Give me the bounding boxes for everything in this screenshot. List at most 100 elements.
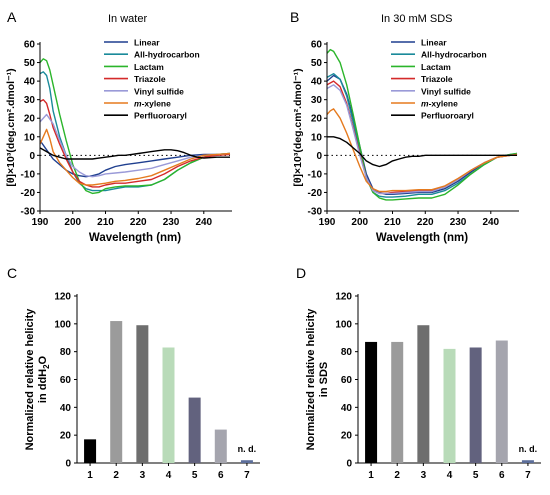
bar-d-4 bbox=[443, 348, 456, 463]
x-tick-label-d-7: 7 bbox=[525, 470, 531, 481]
x-axis-label-b: Wavelength (nm) bbox=[376, 232, 468, 244]
bar-d-6 bbox=[495, 340, 508, 463]
x-tick-label-c-6: 6 bbox=[218, 470, 224, 481]
y-tick-label-a: 60 bbox=[24, 40, 36, 51]
y-tick-label-a: -20 bbox=[21, 188, 36, 199]
bar-d-7 bbox=[521, 460, 534, 463]
y-tick-label-a: 40 bbox=[24, 77, 36, 88]
y-tick-label-b: 30 bbox=[311, 95, 323, 106]
bar-c-3 bbox=[136, 325, 149, 463]
bar-d-2 bbox=[391, 341, 404, 463]
legend-label-a-5: m-xylene bbox=[134, 99, 171, 109]
series-line-a-4 bbox=[39, 113, 231, 178]
annotation-nd-c: n. d. bbox=[238, 444, 257, 454]
y-tick-label-a: 30 bbox=[24, 95, 36, 106]
legend-label-b-6: Perfluoroaryl bbox=[421, 111, 474, 121]
y-tick-label-b: 60 bbox=[311, 40, 323, 51]
series-line-a-5 bbox=[39, 128, 231, 186]
cd-spectrum-a: -30 -20 -10 0 10 20 30 40 50 60 190 200 210 220 230 240… bbox=[5, 38, 232, 244]
x-tick-label-b: 230 bbox=[450, 217, 467, 228]
y-axis-label-c: Normalized relative helicity bbox=[24, 308, 36, 451]
legend-label-b-1: All-hydrocarbon bbox=[421, 50, 487, 60]
x-tick-label-b: 220 bbox=[417, 217, 434, 228]
y-tick-label-b: 50 bbox=[311, 58, 323, 69]
y-axis-label-line2-c: in ddH2O bbox=[37, 355, 51, 403]
y-tick-label-d: 40 bbox=[341, 403, 353, 414]
y-tick-label-d: 80 bbox=[341, 347, 353, 358]
bar-chart-c: 0 20 40 60 80 100 120 1 2 3 4 5 6 7 n. d. Normalized re… bbox=[24, 292, 260, 481]
series-line-a-6 bbox=[39, 147, 230, 160]
panel-letter-b: B bbox=[290, 9, 299, 25]
bar-c-1 bbox=[84, 439, 97, 463]
y-tick-label-c: 80 bbox=[60, 347, 72, 358]
x-tick-label-c-1: 1 bbox=[87, 470, 93, 481]
legend-label-b-0: Linear bbox=[421, 38, 447, 48]
legend-label-a-3: Triazole bbox=[134, 74, 166, 84]
y-tick-label-a: 20 bbox=[24, 114, 36, 125]
x-tick-label-d-3: 3 bbox=[421, 470, 427, 481]
x-tick-label-a: 190 bbox=[32, 217, 49, 228]
bar-d-3 bbox=[417, 325, 430, 463]
y-tick-label-d: 100 bbox=[335, 319, 352, 330]
panel-title-b: In 30 mM SDS bbox=[381, 13, 453, 25]
panel-letter-d: D bbox=[296, 265, 306, 281]
series-line-b-5 bbox=[326, 108, 518, 193]
x-tick-label-b: 190 bbox=[319, 217, 336, 228]
y-tick-label-c: 0 bbox=[65, 459, 71, 470]
legend-label-a-0: Linear bbox=[134, 38, 160, 48]
y-tick-label-b: -20 bbox=[308, 188, 323, 199]
y-tick-label-c: 60 bbox=[60, 375, 72, 386]
y-tick-label-b: 40 bbox=[311, 77, 323, 88]
legend-label-b-3: Triazole bbox=[421, 74, 453, 84]
legend-label-a-2: Lactam bbox=[134, 62, 164, 72]
y-tick-label-c: 40 bbox=[60, 403, 72, 414]
x-tick-label-c-2: 2 bbox=[113, 470, 119, 481]
y-axis-label-d: Normalized relative helicity bbox=[305, 308, 317, 451]
panel-letter-a: A bbox=[7, 9, 17, 25]
bar-c-2 bbox=[110, 321, 123, 463]
legend-label-a-1: All-hydrocarbon bbox=[134, 50, 200, 60]
y-tick-label-d: 60 bbox=[341, 375, 353, 386]
y-tick-label-a: -30 bbox=[21, 207, 36, 218]
legend-label-a-6: Perfluoroaryl bbox=[134, 111, 187, 121]
annotation-nd-d: n. d. bbox=[519, 444, 538, 454]
legend-label-a-4: Vinyl sulfide bbox=[134, 86, 184, 96]
series-line-a-2 bbox=[39, 58, 231, 195]
panel-letter-c: C bbox=[7, 265, 17, 281]
x-tick-label-d-1: 1 bbox=[368, 470, 374, 481]
bar-d-1 bbox=[365, 341, 378, 463]
x-tick-label-a: 230 bbox=[163, 217, 180, 228]
y-tick-label-b: -30 bbox=[308, 207, 323, 218]
x-tick-label-b: 210 bbox=[384, 217, 401, 228]
legend-label-b-5: m-xylene bbox=[421, 99, 458, 109]
series-line-a-0 bbox=[39, 140, 230, 178]
x-tick-label-c-4: 4 bbox=[166, 470, 172, 481]
y-tick-label-a: 50 bbox=[24, 58, 36, 69]
y-tick-label-c: 120 bbox=[54, 292, 71, 303]
series-line-b-6 bbox=[327, 136, 517, 168]
series-line-b-2 bbox=[326, 48, 518, 201]
y-tick-label-d: 120 bbox=[335, 292, 352, 303]
bar-c-4 bbox=[162, 347, 175, 463]
y-tick-label-a: 10 bbox=[24, 132, 36, 143]
x-tick-label-a: 200 bbox=[64, 217, 81, 228]
bar-c-7 bbox=[240, 460, 253, 463]
y-tick-label-a: -10 bbox=[21, 169, 36, 180]
y-axis-label-b: [θ]×10³(deg.cm².dmol⁻¹) bbox=[292, 68, 304, 186]
y-tick-label-b: 0 bbox=[316, 151, 322, 162]
x-tick-label-c-5: 5 bbox=[192, 470, 198, 481]
y-tick-label-d: 0 bbox=[346, 459, 352, 470]
x-tick-label-c-7: 7 bbox=[244, 470, 250, 481]
y-tick-label-a: 0 bbox=[29, 151, 35, 162]
y-tick-label-b: 10 bbox=[311, 132, 323, 143]
y-tick-label-b: 20 bbox=[311, 114, 323, 125]
x-tick-label-b: 200 bbox=[351, 217, 368, 228]
bar-c-5 bbox=[188, 397, 201, 463]
x-tick-label-c-3: 3 bbox=[140, 470, 146, 481]
y-tick-label-c: 20 bbox=[60, 431, 72, 442]
legend-label-b-2: Lactam bbox=[421, 62, 451, 72]
y-axis-label-line2-d: in SDS bbox=[318, 362, 330, 397]
x-tick-label-a: 210 bbox=[97, 217, 114, 228]
